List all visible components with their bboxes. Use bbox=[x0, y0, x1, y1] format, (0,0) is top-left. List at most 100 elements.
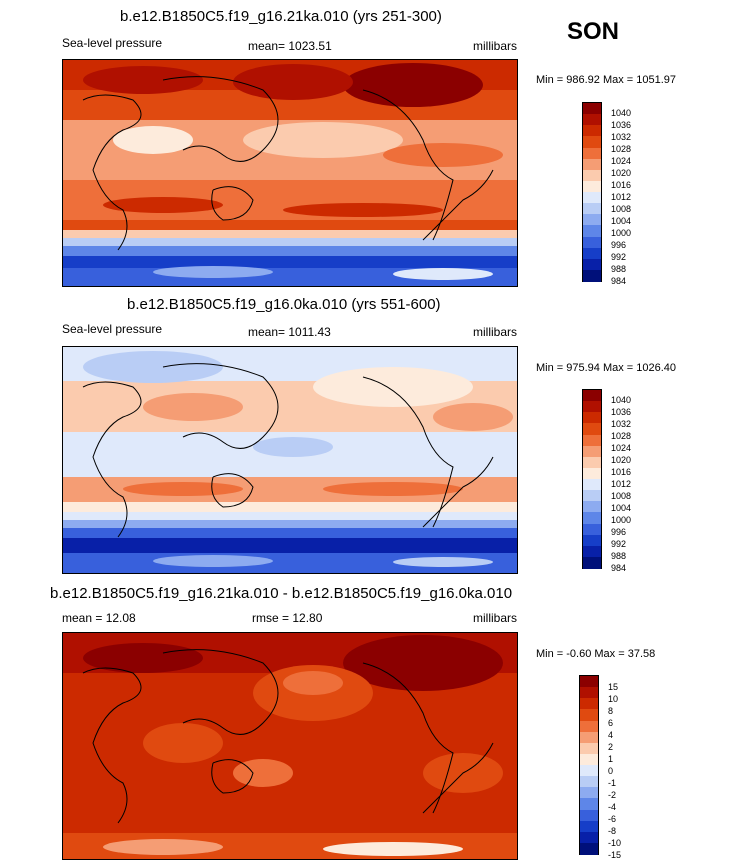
colorbar-tick: 1008 bbox=[611, 491, 632, 501]
colorbar-swatch bbox=[583, 169, 601, 182]
colorbar-tick: 1032 bbox=[611, 132, 632, 142]
colorbar-swatch bbox=[583, 258, 601, 271]
colorbar-tick: 1040 bbox=[611, 395, 632, 405]
colorbar-tick: 1028 bbox=[611, 144, 632, 154]
colorbar-tick: 988 bbox=[611, 264, 627, 274]
colorbar-swatch bbox=[583, 269, 601, 282]
colorbar-swatch bbox=[583, 501, 601, 513]
colorbar-tick: 984 bbox=[611, 276, 627, 286]
panel2-minmax: Min = 975.94 Max = 1026.40 bbox=[536, 362, 677, 374]
colorbar-swatch bbox=[583, 467, 601, 480]
panel1-minmax: Min = 986.92 Max = 1051.97 bbox=[536, 74, 677, 86]
panel1-map bbox=[62, 59, 518, 287]
panel3-map bbox=[62, 632, 518, 860]
panel2-units-label: millibars bbox=[473, 325, 518, 339]
colorbar-tick: 0 bbox=[608, 766, 614, 776]
colorbar-tick: -2 bbox=[608, 790, 617, 800]
colorbar-swatch bbox=[583, 512, 601, 524]
panel2-variable-label: Sea-level pressure bbox=[62, 322, 163, 336]
colorbar-swatch bbox=[580, 676, 598, 688]
colorbar-swatch bbox=[580, 842, 598, 855]
colorbar-tick: -4 bbox=[608, 802, 617, 812]
colorbar-tick: 1008 bbox=[611, 204, 632, 214]
colorbar-swatch bbox=[580, 698, 598, 710]
panel2-map bbox=[62, 346, 518, 574]
colorbar-tick: 1024 bbox=[611, 156, 632, 166]
colorbar-swatch bbox=[583, 456, 601, 469]
colorbar-swatch bbox=[583, 479, 601, 491]
panel3-mean-label: mean = 12.08 bbox=[62, 611, 136, 625]
colorbar-swatch bbox=[580, 787, 598, 799]
colorbar-tick: 15 bbox=[608, 682, 619, 692]
colorbar-tick: 996 bbox=[611, 527, 627, 537]
colorbar-tick: 1020 bbox=[611, 168, 632, 178]
colorbar-swatch bbox=[583, 158, 601, 171]
panel2-colorbar bbox=[582, 389, 602, 569]
colorbar-swatch bbox=[583, 545, 601, 558]
colorbar-tick: 1016 bbox=[611, 180, 632, 190]
colorbar-tick: 6 bbox=[608, 718, 614, 728]
colorbar-tick: 1020 bbox=[611, 455, 632, 465]
colorbar-tick: 1 bbox=[608, 754, 614, 764]
colorbar-tick: 10 bbox=[608, 694, 619, 704]
colorbar-swatch bbox=[583, 412, 601, 424]
colorbar-swatch bbox=[583, 423, 601, 435]
colorbar-swatch bbox=[583, 103, 601, 115]
season-label: SON bbox=[567, 18, 620, 45]
colorbar-swatch bbox=[580, 753, 598, 766]
colorbar-swatch bbox=[580, 731, 598, 744]
colorbar-swatch bbox=[583, 180, 601, 193]
colorbar-tick: 1004 bbox=[611, 216, 632, 226]
colorbar-tick: 996 bbox=[611, 240, 627, 250]
colorbar-swatch bbox=[583, 136, 601, 148]
panel3-rmse-label: rmse = 12.80 bbox=[252, 611, 323, 625]
colorbar-tick: 2 bbox=[608, 742, 614, 752]
colorbar-swatch bbox=[580, 720, 598, 733]
panel2-title: b.e12.B1850C5.f19_g16.0ka.010 (yrs 551-6… bbox=[127, 296, 441, 313]
colorbar-swatch bbox=[583, 390, 601, 402]
panel1-colorbar bbox=[582, 102, 602, 282]
panel3-colorbar bbox=[579, 675, 599, 855]
colorbar-swatch bbox=[583, 203, 601, 215]
colorbar-tick: 4 bbox=[608, 730, 614, 740]
colorbar-tick: -10 bbox=[608, 838, 622, 848]
colorbar-swatch bbox=[583, 236, 601, 249]
colorbar-swatch bbox=[580, 709, 598, 721]
colorbar-swatch bbox=[583, 490, 601, 502]
colorbar-swatch bbox=[580, 798, 598, 810]
colorbar-swatch bbox=[583, 401, 601, 413]
panel2-mean-label: mean= 1011.43 bbox=[248, 325, 331, 339]
colorbar-swatch bbox=[583, 534, 601, 547]
panel3-units-label: millibars bbox=[473, 611, 518, 625]
colorbar-tick: -8 bbox=[608, 826, 617, 836]
panel3-minmax: Min = -0.60 Max = 37.58 bbox=[536, 648, 656, 660]
colorbar-tick: 1032 bbox=[611, 419, 632, 429]
colorbar-tick: 1012 bbox=[611, 479, 632, 489]
colorbar-tick: 1000 bbox=[611, 515, 632, 525]
panel1-title: b.e12.B1850C5.f19_g16.21ka.010 (yrs 251-… bbox=[120, 8, 442, 25]
colorbar-tick: 8 bbox=[608, 706, 614, 716]
colorbar-tick: 984 bbox=[611, 563, 627, 573]
colorbar-tick: -15 bbox=[608, 850, 622, 860]
colorbar-swatch bbox=[583, 247, 601, 260]
colorbar-swatch bbox=[583, 556, 601, 569]
colorbar-swatch bbox=[583, 147, 601, 160]
colorbar-swatch bbox=[580, 820, 598, 833]
colorbar-swatch bbox=[583, 225, 601, 237]
colorbar-tick: -1 bbox=[608, 778, 617, 788]
colorbar-swatch bbox=[580, 809, 598, 822]
colorbar-tick: 1040 bbox=[611, 108, 632, 118]
colorbar-tick: 1000 bbox=[611, 228, 632, 238]
colorbar-swatch bbox=[580, 687, 598, 699]
colorbar-tick: -6 bbox=[608, 814, 617, 824]
colorbar-swatch bbox=[580, 765, 598, 777]
colorbar-tick: 992 bbox=[611, 252, 627, 262]
colorbar-swatch bbox=[583, 214, 601, 226]
colorbar-tick: 988 bbox=[611, 551, 627, 561]
colorbar-tick: 1028 bbox=[611, 431, 632, 441]
panel3-title: b.e12.B1850C5.f19_g16.21ka.010 - b.e12.B… bbox=[50, 585, 513, 602]
colorbar-tick: 1016 bbox=[611, 467, 632, 477]
colorbar-swatch bbox=[583, 445, 601, 458]
panel1-mean-label: mean= 1023.51 bbox=[248, 39, 332, 53]
panel1-variable-label: Sea-level pressure bbox=[62, 36, 163, 50]
